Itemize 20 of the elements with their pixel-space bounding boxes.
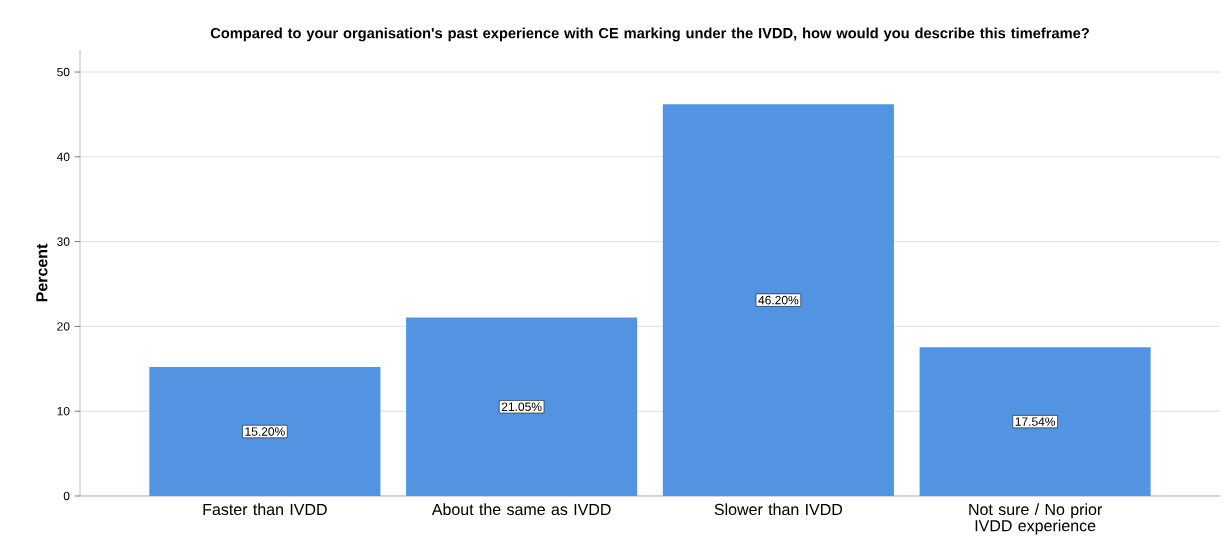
- chart-title: Compared to your organisation's past experience with CE marking under the IVDD, how would you describe this timeframe?: [210, 27, 1089, 42]
- y-tick-label: 10: [57, 406, 70, 416]
- y-tick-label: 30: [57, 237, 70, 246]
- y-tick-label: 40: [56, 152, 70, 162]
- y-axis-title: Percent: [36, 243, 48, 302]
- x-tick-label: About the same as IVDD: [431, 503, 611, 516]
- data-label: 21.05%: [501, 402, 542, 411]
- y-tick-label: 50: [57, 67, 70, 77]
- y-tick-label: 0: [63, 491, 70, 501]
- data-label: 46.20%: [758, 295, 799, 305]
- bar: [149, 367, 381, 496]
- x-tick-label: Not sure / No prior IVDD experience: [969, 503, 1102, 535]
- x-tick-label: Faster than IVDD: [203, 503, 327, 516]
- bar: [919, 347, 1151, 496]
- x-tick-label: Slower than IVDD: [714, 503, 843, 516]
- bar: [662, 104, 894, 496]
- data-label: 17.54%: [1015, 417, 1056, 426]
- data-label: 15.20%: [245, 427, 285, 436]
- y-tick-label: 20: [57, 322, 70, 331]
- bar: [406, 317, 638, 496]
